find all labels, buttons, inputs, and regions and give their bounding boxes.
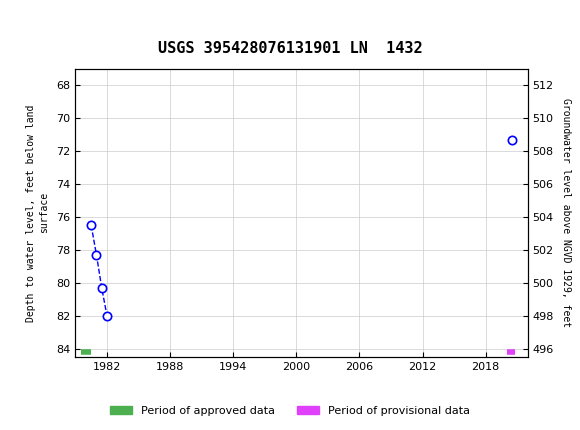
Y-axis label: Groundwater level above NGVD 1929, feet: Groundwater level above NGVD 1929, feet — [561, 98, 571, 327]
Text: USGS 395428076131901 LN  1432: USGS 395428076131901 LN 1432 — [158, 41, 422, 56]
Y-axis label: Depth to water level, feet below land
surface: Depth to water level, feet below land su… — [26, 104, 49, 322]
Legend: Period of approved data, Period of provisional data: Period of approved data, Period of provi… — [106, 401, 474, 420]
Text: ≋USGS: ≋USGS — [12, 16, 88, 35]
